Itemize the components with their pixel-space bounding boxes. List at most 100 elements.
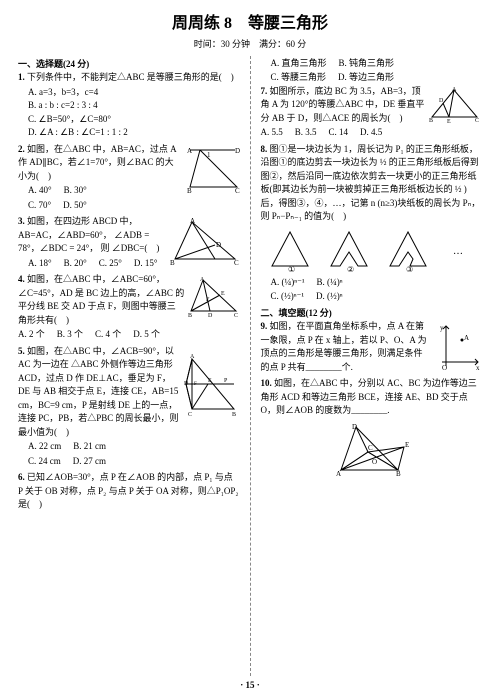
question-6: 6. 已知∠AOB=30°，点 P 在∠AOB 的内部，点 P₁ 与点 P 关于…	[18, 471, 240, 512]
svg-text:A: A	[190, 217, 195, 225]
q5-optA: A. 22 cm	[28, 440, 61, 454]
q2-text: 如图，在△ABC 中，AB=AC，过点 A 作 AD∥BC，若∠1=70°，则∠…	[18, 144, 176, 181]
svg-text:E: E	[405, 441, 409, 449]
q3-text: 如图，在四边形 ABCD 中，AB=AC，∠ABD=60°， ∠ADB = 78…	[18, 216, 159, 253]
svg-text:A: A	[336, 470, 341, 478]
svg-text:D: D	[216, 241, 221, 249]
q3-optB: B. 20°	[64, 257, 87, 271]
q4-optD: D. 5 个	[133, 328, 160, 342]
q1-text: 下列条件中，不能判定△ABC 是等腰三角形的是( )	[27, 72, 234, 82]
q6-text: 已知∠AOB=30°，点 P 在∠AOB 的内部，点 P₁ 与点 P 关于 OB…	[18, 472, 239, 509]
svg-text:B: B	[396, 470, 401, 478]
q5-text: 如图，在△ABC 中，∠ACB=90°，以 AC 为一边在 △ABC 外侧作等边…	[18, 346, 179, 437]
q2-num: 2.	[18, 144, 25, 154]
svg-text:A: A	[464, 334, 469, 342]
q1-optC: C. ∠B=50°，∠C=80°	[28, 113, 240, 127]
page-title: 周周练 8 等腰三角形	[18, 12, 482, 36]
question-5: 5. 如图，在△ABC 中，∠ACB=90°，以 AC 为一边在 △ABC 外侧…	[18, 345, 240, 469]
q2-optC: C. 70°	[28, 199, 51, 213]
q5-num: 5.	[18, 346, 25, 356]
q6-optD: D. 等边三角形	[338, 71, 394, 85]
q8-optD: D. (½)ⁿ	[316, 290, 343, 304]
section-2-head: 二、填空题(12 分)	[261, 307, 483, 321]
svg-text:x: x	[476, 364, 480, 370]
svg-text:B: B	[187, 187, 192, 193]
svg-text:E: E	[221, 291, 225, 297]
q1-optA: A. a=3，b=3，c=4	[28, 86, 240, 100]
q1-optB: B. a : b : c=2 : 3 : 4	[28, 99, 240, 113]
q8-num: 8.	[261, 144, 268, 154]
q2-figure: A D B C 1	[185, 145, 240, 193]
q7-optA: A. 5.5	[261, 126, 283, 140]
q10-text: 如图，在△ABC 中，分别以 AC、BC 为边作等边三角形 ACD 和等边三角形…	[261, 378, 477, 415]
q1-optD: D. ∠A : ∠B : ∠C=1 : 1 : 2	[28, 126, 240, 140]
page-header: 周周练 8 等腰三角形 时间：30 分钟 满分：60 分	[18, 12, 482, 52]
svg-text:②: ②	[347, 265, 354, 272]
page-number: · 15 ·	[0, 679, 500, 693]
content-columns: 一、选择题(24 分) 1. 下列条件中，不能判定△ABC 是等腰三角形的是( …	[18, 56, 482, 676]
svg-text:C: C	[235, 187, 240, 193]
q3-optA: A. 18°	[28, 257, 52, 271]
q8-figures: ① ② ③ …	[261, 228, 483, 272]
q2-optB: B. 30°	[64, 184, 87, 198]
svg-text:D: D	[352, 423, 357, 431]
q6-optA: A. 直角三角形	[271, 57, 327, 71]
q9-figure: A Ox y	[434, 322, 482, 370]
svg-text:D: D	[235, 147, 240, 155]
section-1-head: 一、选择题(24 分)	[18, 58, 240, 72]
left-column: 一、选择题(24 分) 1. 下列条件中，不能判定△ABC 是等腰三角形的是( …	[18, 56, 242, 676]
q7-optD: D. 4.5	[360, 126, 382, 140]
svg-text:D: D	[208, 313, 213, 317]
right-column: A. 直角三角形 B. 钝角三角形 C. 等腰三角形 D. 等边三角形 7. 如…	[259, 56, 483, 676]
svg-text:C: C	[234, 259, 239, 267]
question-10: 10. 如图，在△ABC 中，分别以 AC、BC 为边作等边三角形 ACD 和等…	[261, 377, 483, 484]
svg-text:y: y	[440, 324, 444, 332]
svg-text:C: C	[188, 412, 192, 418]
svg-text:③: ③	[406, 265, 413, 272]
svg-text:A: A	[190, 354, 195, 360]
q3-optD: D. 15°	[134, 257, 158, 271]
svg-text:O: O	[442, 364, 447, 370]
question-3: 3. 如图，在四边形 ABCD 中，AB=AC，∠ABD=60°， ∠ADB =…	[18, 215, 240, 270]
svg-text:B: B	[188, 313, 192, 317]
q8-text: 图①是一块边长为 1，周长记为 P₁ 的正三角形纸板，沿图①的底边剪去一块边长为…	[261, 144, 481, 222]
question-8: 8. 图①是一块边长为 1，周长记为 P₁ 的正三角形纸板，沿图①的底边剪去一块…	[261, 143, 483, 304]
q4-optA: A. 2 个	[18, 328, 45, 342]
svg-text:A: A	[200, 277, 205, 283]
svg-text:①: ①	[288, 265, 295, 272]
q6-optB: B. 钝角三角形	[339, 57, 395, 71]
page-subtitle: 时间：30 分钟 满分：60 分	[18, 38, 482, 52]
svg-text:A: A	[187, 147, 192, 155]
q4-text: 如图，在△ABC 中，∠ABC=60°，∠C=45°，AD 是 BC 边上的高，…	[18, 274, 184, 325]
q4-optB: B. 3 个	[57, 328, 83, 342]
q6-optC: C. 等腰三角形	[271, 71, 327, 85]
svg-text:1: 1	[207, 151, 211, 159]
question-2: 2. 如图，在△ABC 中，AB=AC，过点 A 作 AD∥BC，若∠1=70°…	[18, 143, 240, 213]
q2-optA: A. 40°	[28, 184, 52, 198]
q4-figure: ABDCEF	[188, 275, 240, 317]
q3-optC: C. 25°	[99, 257, 122, 271]
question-9: 9. 如图，在平面直角坐标系中，点 A 在第一象限，点 P 在 x 轴上，若以 …	[261, 320, 483, 374]
question-1: 1. 下列条件中，不能判定△ABC 是等腰三角形的是( ) A. a=3，b=3…	[18, 71, 240, 140]
q4-optC: C. 4 个	[95, 328, 121, 342]
svg-text:E: E	[447, 119, 451, 123]
svg-text:B: B	[232, 412, 236, 418]
question-4: 4. 如图，在△ABC 中，∠ABC=60°，∠C=45°，AD 是 BC 边上…	[18, 273, 240, 342]
q7-num: 7.	[261, 86, 268, 96]
q3-num: 3.	[18, 216, 25, 226]
svg-text:D: D	[184, 381, 189, 387]
svg-text:…: …	[453, 246, 463, 257]
q9-num: 9.	[261, 321, 268, 331]
svg-text:D: D	[439, 98, 444, 104]
q7-figure: ABCDE	[427, 85, 482, 123]
q7-optC: C. 14	[329, 126, 349, 140]
svg-text:A: A	[452, 87, 457, 93]
svg-text:F: F	[206, 297, 210, 303]
column-divider	[250, 56, 251, 676]
svg-text:P: P	[224, 378, 228, 384]
svg-text:F: F	[194, 382, 197, 387]
question-7: 7. 如图所示，底边 BC 为 3.5，AB=3，顶角 A 为 120°的等腰△…	[261, 85, 483, 140]
q7-optB: B. 3.5	[295, 126, 317, 140]
q6-opts: A. 直角三角形 B. 钝角三角形	[261, 57, 483, 71]
q8-optA: A. (¼)ⁿ⁻¹	[271, 276, 305, 290]
